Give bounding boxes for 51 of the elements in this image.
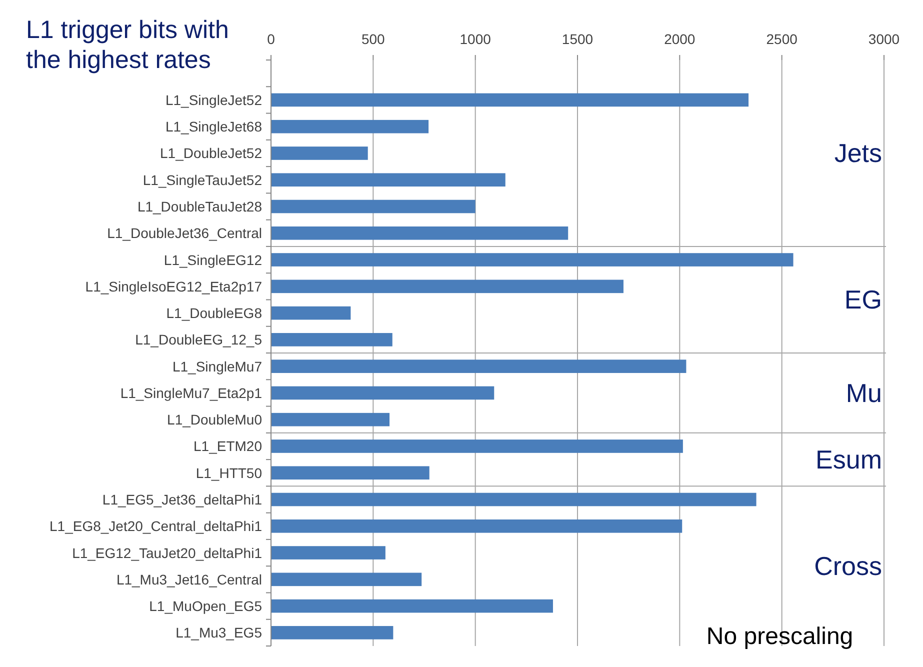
bar bbox=[271, 120, 429, 134]
bar bbox=[271, 200, 476, 214]
y-tick-label: L1_SingleEG12 bbox=[164, 252, 262, 268]
bar bbox=[271, 333, 392, 346]
y-tick-label: L1_SingleMu7_Eta2p1 bbox=[120, 384, 262, 401]
bar bbox=[271, 599, 553, 613]
x-tick-label: 0 bbox=[267, 31, 276, 47]
y-tick-label: L1_EG12_TauJet20_deltaPhi1 bbox=[72, 544, 262, 561]
bar bbox=[271, 93, 749, 107]
bar bbox=[271, 626, 394, 640]
y-tick-label: L1_DoubleEG8 bbox=[166, 305, 262, 322]
y-tick-label: L1_SingleIsoEG12_Eta2p17 bbox=[85, 278, 262, 294]
y-tick-label: L1_SingleMu7 bbox=[172, 358, 262, 374]
y-tick-label: L1_SingleTauJet52 bbox=[142, 172, 262, 188]
bar bbox=[271, 146, 368, 160]
annotation: EG bbox=[844, 284, 882, 315]
x-tick-label: 1500 bbox=[562, 31, 594, 47]
y-tick-label: L1_SingleJet52 bbox=[165, 92, 262, 108]
bar bbox=[271, 519, 682, 533]
bar bbox=[271, 546, 386, 560]
y-tick-label: L1_HTT50 bbox=[196, 464, 262, 481]
bar bbox=[271, 280, 624, 294]
y-tick-label: L1_SingleJet68 bbox=[165, 118, 262, 135]
x-tick-label: 1000 bbox=[460, 31, 492, 47]
y-tick-label: L1_ETM20 bbox=[194, 438, 262, 454]
bar bbox=[271, 173, 506, 187]
y-tick-label: L1_EG5_Jet36_deltaPhi1 bbox=[102, 492, 262, 508]
bar bbox=[271, 226, 568, 240]
y-tick-label: L1_MuOpen_EG5 bbox=[149, 598, 262, 614]
x-tick-label: 3000 bbox=[868, 31, 900, 47]
x-tick-label: 2000 bbox=[664, 31, 696, 47]
bar bbox=[271, 253, 794, 266]
y-tick-label: L1_DoubleMu0 bbox=[167, 412, 262, 428]
y-tick-label: L1_DoubleJet36_Central bbox=[107, 225, 262, 242]
bar bbox=[271, 306, 351, 320]
annotation: Mu bbox=[846, 378, 882, 408]
y-tick-label: L1_EG8_Jet20_Central_deltaPhi1 bbox=[50, 518, 262, 534]
chart-title: L1 trigger bits with the highest rates bbox=[26, 16, 229, 74]
bar bbox=[271, 492, 756, 506]
x-tick-label: 500 bbox=[361, 31, 386, 47]
y-tick-label: L1_Mu3_EG5 bbox=[176, 624, 262, 641]
annotation: Esum bbox=[816, 444, 882, 475]
y-tick-label: L1_DoubleEG_12_5 bbox=[135, 332, 262, 348]
bar bbox=[271, 572, 422, 586]
annotation: Jets bbox=[834, 138, 882, 168]
y-tick-label: L1_DoubleJet52 bbox=[160, 145, 262, 162]
y-tick-label: L1_Mu3_Jet16_Central bbox=[116, 571, 262, 588]
annotation: No prescaling bbox=[706, 623, 854, 650]
x-tick-label: 2500 bbox=[766, 31, 798, 47]
annotation: Cross bbox=[814, 551, 882, 582]
y-tick-label: L1_DoubleTauJet28 bbox=[137, 198, 262, 214]
